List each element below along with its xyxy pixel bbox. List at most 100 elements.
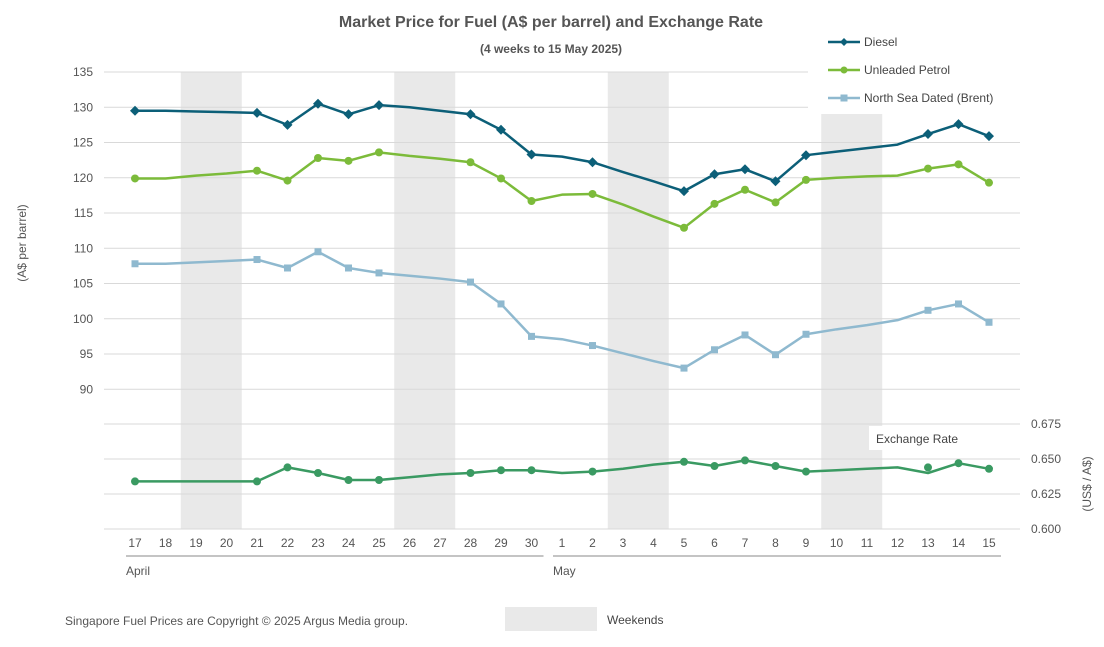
data-point-north-sea-dated-brent (711, 346, 718, 354)
x-tick-label: 15 (982, 536, 996, 550)
data-point-north-sea-dated-brent (924, 306, 932, 314)
x-tick-label: 22 (281, 536, 295, 550)
data-point-north-sea-dated-brent (528, 332, 535, 340)
series-line-north-sea-dated-brent (135, 250, 990, 370)
x-tick-label: 14 (952, 536, 966, 550)
series-line-unleaded-petrol (135, 151, 990, 230)
data-point-exchange-rate (131, 477, 139, 486)
data-point-unleaded-petrol (314, 154, 322, 163)
x-tick-label: 2 (589, 536, 596, 550)
data-point-north-sea-dated-brent (345, 264, 352, 272)
data-point-north-sea-dated-brent (985, 318, 993, 326)
data-point-exchange-rate (344, 476, 353, 484)
data-point-unleaded-petrol (375, 148, 383, 157)
data-point-exchange-rate (985, 464, 993, 473)
data-point-unleaded-petrol (802, 175, 810, 184)
data-point-exchange-rate (588, 467, 597, 476)
data-point-diesel (343, 109, 354, 120)
x-tick-label: 8 (772, 536, 779, 550)
gridlines (104, 71, 1020, 530)
chart-title: Market Price for Fuel (A$ per barrel) an… (339, 14, 763, 31)
weekend-band-3 (821, 72, 883, 529)
data-point-exchange-rate (710, 462, 719, 470)
data-point-unleaded-petrol (253, 166, 261, 175)
data-point-diesel (740, 164, 750, 175)
x-tick-label: 7 (742, 536, 749, 550)
x-tick-label: 27 (433, 536, 447, 550)
weekend-band-2 (607, 72, 669, 529)
data-point-diesel (282, 119, 293, 130)
weekend-legend-label: Weekends (607, 613, 663, 627)
weekend-legend-swatch (505, 607, 597, 631)
data-point-unleaded-petrol (954, 160, 963, 169)
data-point-unleaded-petrol (131, 174, 139, 183)
data-point-unleaded-petrol (680, 223, 688, 232)
data-point-unleaded-petrol (283, 176, 292, 185)
y2-tick-label: 0.675 (1031, 417, 1061, 431)
data-point-diesel (709, 169, 720, 180)
series (130, 98, 994, 486)
weekend-band-1 (394, 72, 456, 529)
x-tick-label: 12 (891, 536, 905, 550)
x-tick-label: 5 (681, 536, 688, 550)
data-point-exchange-rate (375, 476, 383, 484)
data-point-unleaded-petrol (924, 164, 932, 173)
x-tick-label: 25 (372, 536, 386, 550)
data-point-unleaded-petrol (771, 198, 780, 207)
legend-label: North Sea Dated (Brent) (864, 91, 993, 105)
y2-tick-label: 0.625 (1031, 487, 1061, 501)
y-tick-label: 115 (74, 206, 93, 220)
x-tick-label: 30 (525, 536, 539, 550)
data-point-diesel (953, 119, 964, 130)
y-tick-label: 135 (73, 65, 93, 79)
data-point-diesel (252, 107, 262, 118)
data-point-exchange-rate (314, 469, 322, 477)
weekend-band-0 (180, 72, 242, 529)
x-tick-label: 24 (342, 536, 356, 550)
data-point-unleaded-petrol (710, 199, 719, 208)
y-tick-label: 90 (80, 382, 94, 396)
data-point-north-sea-dated-brent (955, 300, 962, 308)
data-point-exchange-rate (283, 463, 292, 472)
chart-subtitle: (4 weeks to 15 May 2025) (480, 42, 622, 56)
data-point-north-sea-dated-brent (284, 264, 291, 272)
x-tick-label: 9 (803, 536, 810, 550)
exchange-rate-label: Exchange Rate (876, 432, 958, 446)
y-tick-label: 105 (73, 277, 93, 291)
legend-marker-unleaded-petrol (840, 66, 848, 74)
data-point-north-sea-dated-brent (467, 278, 474, 286)
month-label: April (126, 564, 150, 578)
data-point-exchange-rate (741, 456, 749, 465)
x-tick-label: 23 (311, 536, 325, 550)
data-point-unleaded-petrol (741, 185, 749, 194)
data-point-exchange-rate (680, 457, 688, 466)
data-point-north-sea-dated-brent (131, 260, 139, 268)
data-point-unleaded-petrol (527, 197, 536, 206)
data-point-north-sea-dated-brent (772, 351, 779, 359)
data-point-unleaded-petrol (588, 189, 597, 198)
x-tick-label: 21 (250, 536, 264, 550)
weekend-bands (180, 72, 883, 529)
x-tick-label: 6 (711, 536, 718, 550)
data-point-exchange-rate (527, 466, 536, 475)
data-point-diesel (465, 109, 476, 120)
text-labels: Market Price for Fuel (A$ per barrel) an… (15, 14, 1094, 628)
legend: Diesel Unleaded Petrol North Sea Dated (Br… (505, 30, 1020, 631)
y2-tick-label: 0.650 (1031, 452, 1061, 466)
data-point-exchange-rate (771, 462, 780, 470)
x-tick-label: 26 (403, 536, 417, 550)
exchange-label-box (869, 426, 965, 450)
legend-label: Diesel (864, 35, 897, 49)
x-tick-label: 3 (620, 536, 627, 550)
x-tick-label: 1 (559, 536, 566, 550)
data-point-north-sea-dated-brent (741, 331, 749, 339)
x-tick-label: 28 (464, 536, 478, 550)
series-line-diesel (135, 102, 990, 193)
data-point-diesel (770, 176, 781, 187)
x-tick-label: 29 (494, 536, 508, 550)
data-point-north-sea-dated-brent (253, 256, 261, 264)
data-point-diesel (587, 157, 598, 168)
data-point-diesel (679, 186, 689, 197)
y-tick-label: 110 (74, 241, 93, 255)
